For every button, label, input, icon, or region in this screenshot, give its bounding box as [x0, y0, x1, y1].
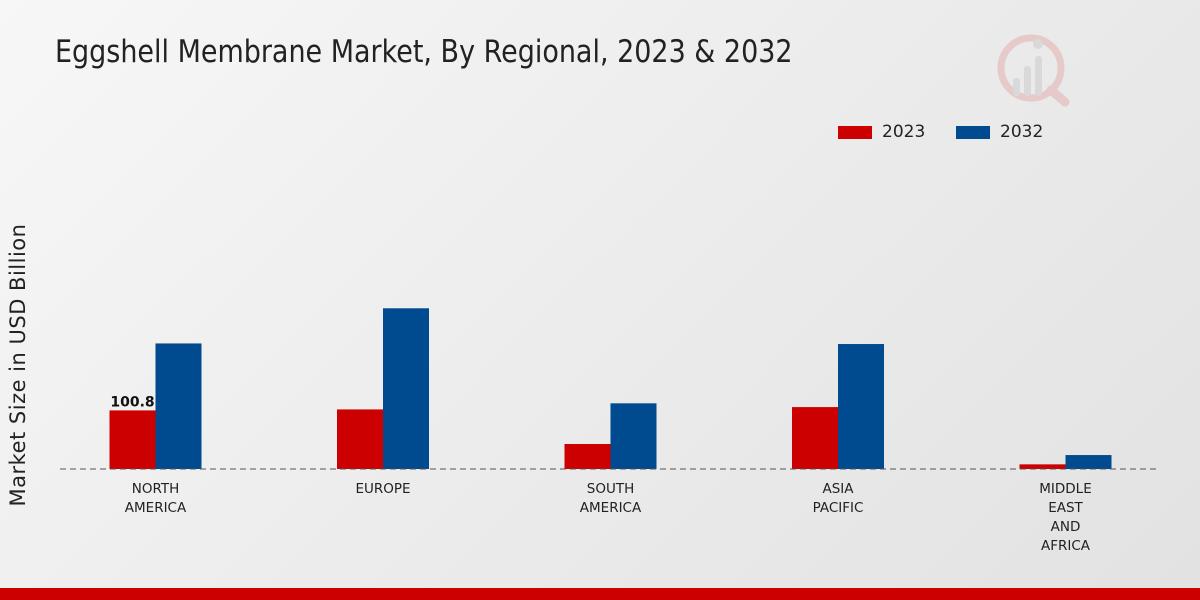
bar-2023-south-america [564, 444, 611, 469]
footer-bar [0, 588, 1200, 600]
bar-2032-south-america [610, 403, 657, 469]
bar-2023-europe [337, 409, 383, 469]
chart-title: Eggshell Membrane Market, By Regional, 2… [55, 34, 793, 70]
x-tick-label-europe: EUROPE [355, 481, 410, 497]
bar-2023-asia-pacific [792, 407, 838, 469]
brand-logo-icon [997, 34, 1070, 107]
x-tick-label-asia-pacific: ASIA PACIFIC [813, 481, 864, 516]
bar-2032-middle-east-and-africa [1065, 455, 1112, 469]
legend-label-2023: 2023 [882, 122, 926, 142]
bar-2032-asia-pacific [838, 344, 884, 469]
x-tick-label-south-america: SOUTH AMERICA [580, 481, 642, 516]
bar-2032-europe [383, 308, 429, 469]
data-label: 100.8 [110, 394, 154, 410]
x-tick-label-north-america: NORTH AMERICA [125, 481, 187, 516]
bar-2023-middle-east-and-africa [1019, 464, 1066, 469]
x-tick-label-middle-east-and-africa: MIDDLE EAST AND AFRICA [1039, 481, 1091, 554]
legend-swatch-2023 [838, 126, 872, 139]
legend-swatch-2032 [956, 126, 990, 139]
legend-label-2032: 2032 [1000, 122, 1044, 142]
bar-2023-north-america [109, 410, 156, 469]
bar-2032-north-america [155, 343, 202, 469]
